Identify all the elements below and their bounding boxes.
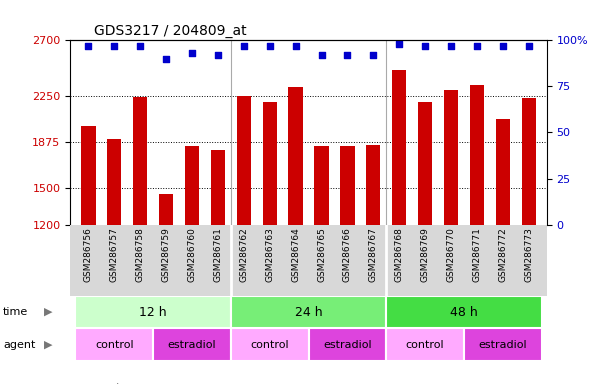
Point — [84, 43, 93, 49]
Bar — [340, 146, 354, 225]
Bar — [496, 119, 510, 225]
Text: GSM286765: GSM286765 — [317, 227, 326, 281]
Bar — [159, 194, 174, 225]
Text: GSM286759: GSM286759 — [161, 227, 170, 281]
Text: GSM286767: GSM286767 — [369, 227, 378, 281]
Bar — [231, 328, 309, 361]
Point — [213, 52, 223, 58]
Text: estradiol: estradiol — [478, 339, 527, 350]
Point — [343, 52, 353, 58]
Bar — [211, 150, 225, 225]
Bar — [75, 328, 153, 361]
Text: time: time — [3, 307, 28, 317]
Bar — [153, 328, 231, 361]
Text: 24 h: 24 h — [295, 306, 323, 318]
Text: GSM286760: GSM286760 — [188, 227, 197, 281]
Text: GSM286758: GSM286758 — [136, 227, 145, 281]
Text: GSM286773: GSM286773 — [524, 227, 533, 281]
Text: GSM286769: GSM286769 — [420, 227, 430, 281]
Point — [498, 43, 508, 49]
Bar — [315, 146, 329, 225]
Bar — [444, 90, 458, 225]
Bar — [309, 328, 386, 361]
Bar — [107, 139, 122, 225]
Text: ▶: ▶ — [44, 339, 53, 350]
Bar — [366, 146, 381, 225]
Bar — [392, 70, 406, 225]
Point — [109, 43, 119, 49]
Text: estradiol: estradiol — [167, 339, 216, 350]
Text: GSM286761: GSM286761 — [213, 227, 222, 281]
Text: GSM286768: GSM286768 — [395, 227, 404, 281]
Point — [524, 43, 533, 49]
Bar — [185, 146, 199, 225]
Text: 12 h: 12 h — [139, 306, 167, 318]
Bar — [231, 296, 386, 328]
Text: GSM286764: GSM286764 — [291, 227, 300, 281]
Text: GSM286770: GSM286770 — [447, 227, 456, 281]
Point — [316, 52, 326, 58]
Text: estradiol: estradiol — [323, 339, 371, 350]
Point — [291, 43, 301, 49]
Bar — [418, 103, 432, 225]
Bar — [133, 97, 147, 225]
Text: ■: ■ — [70, 381, 82, 384]
Bar — [386, 296, 542, 328]
Text: GSM286763: GSM286763 — [265, 227, 274, 281]
Text: ▶: ▶ — [44, 307, 53, 317]
Bar — [75, 296, 231, 328]
Bar — [288, 87, 302, 225]
Point — [135, 43, 145, 49]
Text: GSM286771: GSM286771 — [472, 227, 481, 281]
Bar — [236, 96, 251, 225]
Text: 48 h: 48 h — [450, 306, 478, 318]
Point — [187, 50, 197, 56]
Text: GDS3217 / 204809_at: GDS3217 / 204809_at — [94, 24, 247, 38]
Point — [446, 43, 456, 49]
Point — [472, 43, 482, 49]
Point — [420, 43, 430, 49]
Bar — [263, 102, 277, 225]
Text: GSM286766: GSM286766 — [343, 227, 352, 281]
Point — [161, 56, 171, 62]
Bar — [464, 328, 542, 361]
Point — [394, 41, 404, 47]
Text: GSM286762: GSM286762 — [240, 227, 248, 281]
Point — [265, 43, 274, 49]
Text: control: control — [95, 339, 134, 350]
Text: control: control — [251, 339, 289, 350]
Text: control: control — [406, 339, 444, 350]
Text: agent: agent — [3, 339, 35, 350]
Text: GSM286772: GSM286772 — [499, 227, 507, 281]
Point — [239, 43, 249, 49]
Text: GSM286756: GSM286756 — [84, 227, 93, 281]
Bar — [522, 98, 536, 225]
Bar — [470, 84, 484, 225]
Point — [368, 52, 378, 58]
Bar — [81, 126, 95, 225]
Text: count: count — [90, 383, 122, 384]
Text: GSM286757: GSM286757 — [110, 227, 119, 281]
Bar — [386, 328, 464, 361]
